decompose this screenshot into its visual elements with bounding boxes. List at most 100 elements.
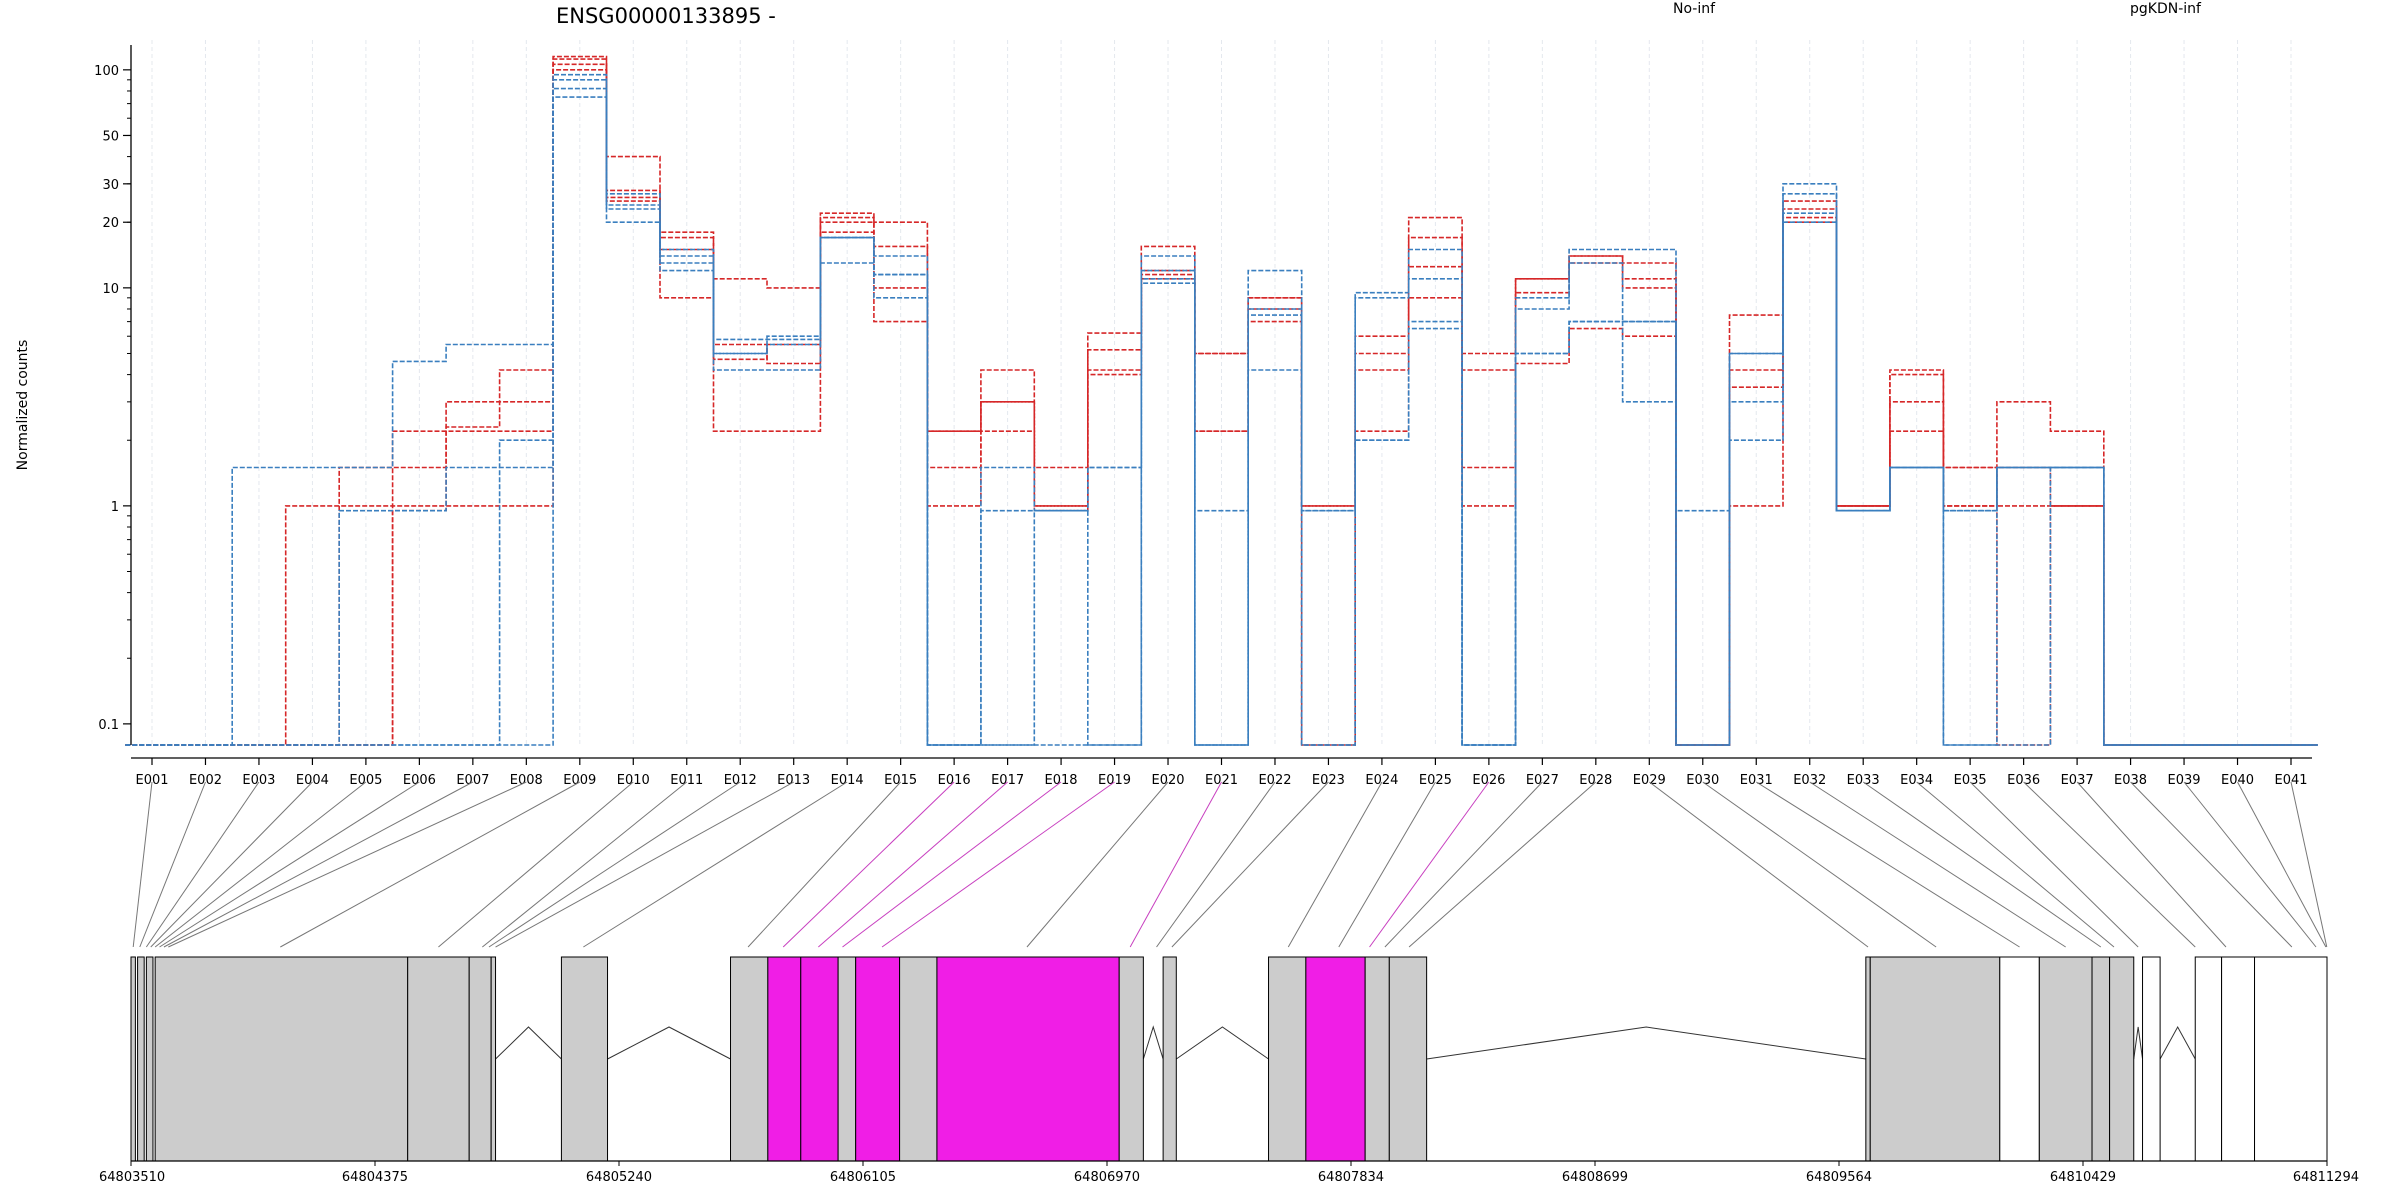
x-tick-label: E030 xyxy=(1686,773,1719,788)
coord-label: 64810429 xyxy=(2050,1170,2116,1185)
coord-label: 64811294 xyxy=(2293,1170,2359,1185)
x-tick-label: E032 xyxy=(1793,773,1826,788)
x-tick-label: E007 xyxy=(456,773,489,788)
x-tick-label: E010 xyxy=(617,773,650,788)
exon-connector xyxy=(482,781,688,948)
exon-block xyxy=(1162,956,1177,1162)
x-tick-label: E015 xyxy=(884,773,917,788)
exon-block xyxy=(1999,956,2040,1162)
x-tick-label: E005 xyxy=(349,773,382,788)
x-tick-label: E017 xyxy=(991,773,1024,788)
exon-connector xyxy=(583,781,848,948)
exon-block xyxy=(560,956,609,1162)
x-tick-label: E025 xyxy=(1419,773,1452,788)
exon-connector xyxy=(747,781,902,948)
y-tick-label: 10 xyxy=(102,282,119,297)
legend-entry-pgkdn-inf: pgKDN-inf xyxy=(2130,1,2202,17)
x-tick-label: E023 xyxy=(1312,773,1345,788)
x-tick-label: E021 xyxy=(1205,773,1238,788)
exon-block xyxy=(490,956,497,1162)
x-tick-label: E012 xyxy=(724,773,757,788)
exon-connector xyxy=(1338,781,1436,948)
exon-block xyxy=(154,956,409,1162)
genomic-coordinates: 64803510 64804375 64805240 64806105 64806970… xyxy=(99,1161,2359,1185)
exon-connector xyxy=(2130,781,2293,948)
exon-block xyxy=(2038,956,2093,1162)
x-tick-label: E041 xyxy=(2274,773,2307,788)
coord-label: 64807834 xyxy=(1318,1170,1384,1185)
x-tick-label: E003 xyxy=(242,773,275,788)
x-tick-label: E018 xyxy=(1045,773,1078,788)
intron-line xyxy=(2159,1025,2196,1060)
exon-block xyxy=(837,956,857,1162)
x-tick-label: E036 xyxy=(2007,773,2040,788)
x-tick-label: E028 xyxy=(1579,773,1612,788)
exon-block xyxy=(936,956,1120,1162)
exon-block xyxy=(145,956,154,1162)
exon-block xyxy=(2221,956,2256,1162)
y-tick-label: 100 xyxy=(94,64,119,79)
exon-connector xyxy=(2023,781,2196,948)
exon-block xyxy=(130,956,136,1162)
x-tick-label: E013 xyxy=(777,773,810,788)
exon-block xyxy=(899,956,938,1162)
exon-block xyxy=(767,956,802,1162)
exon-block xyxy=(137,956,145,1162)
x-tick-label: E024 xyxy=(1365,773,1398,788)
exon-connector xyxy=(495,781,794,948)
exon-connector xyxy=(2237,781,2327,948)
series-line-pgKDN-inf xyxy=(125,87,2318,746)
vertical-grid xyxy=(151,40,2292,745)
exon-connector xyxy=(1969,781,2139,948)
x-tick-label: E001 xyxy=(135,773,168,788)
x-tick-label: E040 xyxy=(2221,773,2254,788)
exon-connector xyxy=(168,781,527,948)
exon-connector xyxy=(1702,781,1937,948)
x-tick-label: E009 xyxy=(563,773,596,788)
y-tick-label: 0.1 xyxy=(98,718,119,733)
exon-block xyxy=(2109,956,2135,1162)
intron-line xyxy=(1142,1025,1164,1060)
x-tick-label: E022 xyxy=(1258,773,1291,788)
exon-connector xyxy=(159,781,420,948)
x-tick-label: E031 xyxy=(1740,773,1773,788)
exon-connector xyxy=(1862,781,2102,948)
gene-model xyxy=(130,956,2328,1162)
x-tick-label: E014 xyxy=(831,773,864,788)
x-tick-label: E027 xyxy=(1526,773,1559,788)
series-line-pgKDN-inf xyxy=(125,96,2318,746)
coord-label: 64806105 xyxy=(830,1170,896,1185)
x-tick-label: E033 xyxy=(1847,773,1880,788)
exon-block xyxy=(1865,956,1871,1162)
x-tick-label: E020 xyxy=(1152,773,1185,788)
x-tick-label: E035 xyxy=(1954,773,1987,788)
coord-label: 64806970 xyxy=(1074,1170,1140,1185)
exon-connector xyxy=(1916,781,2115,948)
exon-connector xyxy=(2290,781,2328,948)
coord-label: 64805240 xyxy=(586,1170,652,1185)
exon-connector xyxy=(2183,781,2317,948)
exon-connector xyxy=(1369,781,1490,948)
x-tick-label: E029 xyxy=(1633,773,1666,788)
exon-block xyxy=(1388,956,1428,1162)
exon-connector xyxy=(1026,781,1169,948)
x-tick-label: E002 xyxy=(189,773,222,788)
x-tick-label: E008 xyxy=(510,773,543,788)
coord-label: 64803510 xyxy=(99,1170,165,1185)
exon-connector xyxy=(163,781,474,948)
exon-connector xyxy=(881,781,1115,948)
legend-entry-no-inf: No-inf xyxy=(1673,1,1716,17)
exon-block xyxy=(2254,956,2328,1162)
coord-label: 64809564 xyxy=(1806,1170,1872,1185)
intron-line xyxy=(2133,1026,2144,1060)
axes: 100 50 30 20 10 1 0.1 E001 E002 E003 E004 E005 E006 E… xyxy=(94,45,2312,788)
coord-label: 64804375 xyxy=(342,1170,408,1185)
exon-connectors xyxy=(132,781,2328,948)
intron-line xyxy=(495,1026,562,1060)
exon-block xyxy=(800,956,839,1162)
exon-block xyxy=(468,956,492,1162)
exon-connector xyxy=(818,781,1008,948)
exon-block xyxy=(2091,956,2111,1162)
exon-block xyxy=(855,956,901,1162)
